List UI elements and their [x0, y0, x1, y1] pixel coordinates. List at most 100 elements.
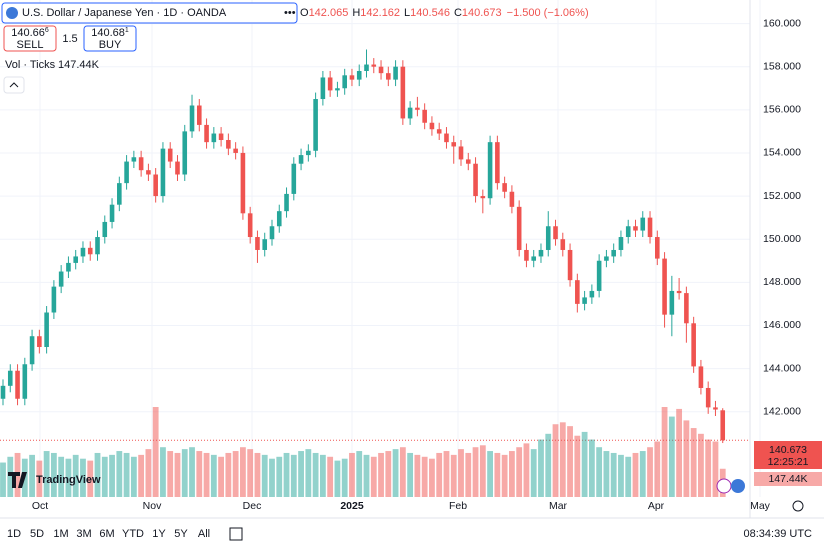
event-icon[interactable]: [716, 478, 732, 494]
volume-value: 147.44K: [58, 59, 100, 71]
candle-body: [502, 183, 507, 192]
range-button[interactable]: 1M: [53, 528, 68, 540]
volume-bar: [80, 458, 86, 497]
volume-bar: [43, 451, 50, 497]
volume-bar: [625, 456, 632, 497]
volume-bar: [298, 451, 304, 497]
sell-pip: 6: [45, 27, 49, 34]
x-tick-label: May: [750, 500, 771, 512]
range-button[interactable]: 5Y: [174, 528, 188, 540]
candle-body: [0, 385, 6, 399]
sell-price: 140.666: [11, 27, 49, 39]
range-button[interactable]: 3M: [76, 528, 91, 540]
buy-pip: 1: [125, 27, 129, 34]
range-button[interactable]: 6M: [99, 528, 114, 540]
candle-body: [538, 249, 544, 257]
volume-bar: [130, 456, 137, 497]
candle-body: [335, 88, 340, 91]
candle-body: [495, 142, 500, 184]
event-flag[interactable]: [731, 479, 745, 493]
candle-body: [553, 226, 558, 240]
y-tick-label: 152.000: [763, 190, 801, 202]
candle-body: [567, 249, 573, 281]
more-dots[interactable]: •••: [284, 7, 296, 19]
candle-body: [182, 131, 188, 175]
buy-button[interactable]: [83, 25, 137, 52]
volume-bar: [603, 451, 610, 497]
candle-body: [575, 280, 580, 304]
ohlc-value: 142.065: [309, 7, 349, 19]
candle-body: [342, 75, 347, 89]
volume-bar: [145, 449, 152, 497]
candle-body: [240, 152, 246, 214]
volume-bar: [334, 460, 341, 497]
candle-body: [640, 217, 646, 231]
candle-body: [531, 256, 537, 261]
candle-body: [436, 129, 442, 134]
candle-body: [87, 247, 93, 255]
candle-body: [146, 170, 151, 175]
candle-body: [233, 148, 238, 153]
candle-body: [596, 260, 602, 291]
volume-bar: [436, 452, 443, 497]
volume-bar: [189, 447, 195, 497]
settings-icon[interactable]: [792, 500, 804, 512]
candle-body: [160, 148, 166, 197]
volume-bar: [618, 454, 624, 497]
candle-body: [378, 66, 384, 74]
candle-body: [415, 107, 420, 110]
candle-body: [698, 366, 704, 388]
volume-bar: [94, 452, 101, 497]
candle-body: [633, 226, 638, 231]
range-button[interactable]: 5D: [30, 528, 44, 540]
clock: 08:34:39 UTC: [744, 528, 813, 540]
volume-bar: [72, 454, 79, 497]
volume-title: Vol · Ticks: [5, 59, 56, 71]
range-button[interactable]: 1D: [7, 528, 21, 540]
y-tick-label: 158.000: [763, 60, 801, 72]
x-tick-label: Nov: [143, 500, 162, 512]
volume-bar: [414, 454, 421, 497]
buy-price: 140.681: [91, 27, 129, 39]
range-button[interactable]: YTD: [122, 528, 144, 540]
candle-body: [524, 249, 529, 261]
candle-body: [545, 226, 551, 250]
y-tick-label: 154.000: [763, 147, 801, 159]
candle-body: [669, 290, 675, 315]
candle-body: [218, 133, 224, 141]
candle-body: [167, 148, 173, 162]
collapse-button[interactable]: [3, 76, 25, 94]
candle-body: [276, 211, 282, 227]
last-price-tag: [754, 441, 822, 469]
volume-bar: [356, 451, 363, 497]
candle-body: [386, 73, 391, 80]
volume-bar: [36, 460, 43, 497]
candle-body: [611, 249, 616, 257]
volume-bar: [370, 456, 377, 497]
date-range-icon[interactable]: [229, 527, 243, 541]
candle-body: [487, 142, 493, 199]
volume-bar: [283, 452, 290, 497]
buy-price-main: 140.68: [91, 27, 125, 39]
volume-tag: [754, 472, 822, 486]
range-button[interactable]: All: [198, 528, 210, 540]
volume-bar: [101, 456, 108, 497]
volume-bar: [574, 435, 581, 497]
volume-bar: [152, 407, 159, 497]
candle-body: [516, 206, 522, 250]
candle-body: [713, 407, 718, 410]
volume-bar: [319, 454, 326, 497]
symbol-box[interactable]: [1, 2, 298, 24]
candle-body: [560, 239, 566, 250]
range-button[interactable]: 1Y: [152, 528, 166, 540]
volume-bar: [290, 454, 297, 497]
candle-body: [211, 133, 217, 143]
candle-body: [291, 163, 297, 194]
symbol-title: U.S. Dollar / Japanese Yen · 1D · OANDA: [22, 7, 227, 19]
volume-bar: [160, 447, 166, 497]
ohlc-readout: O142.065 H142.162 L140.546 C140.673 −1.500 (…: [300, 7, 589, 19]
candle-body: [226, 140, 231, 149]
sell-button[interactable]: [3, 25, 57, 52]
candle-body: [451, 142, 457, 147]
y-tick-label: 160.000: [763, 17, 801, 29]
